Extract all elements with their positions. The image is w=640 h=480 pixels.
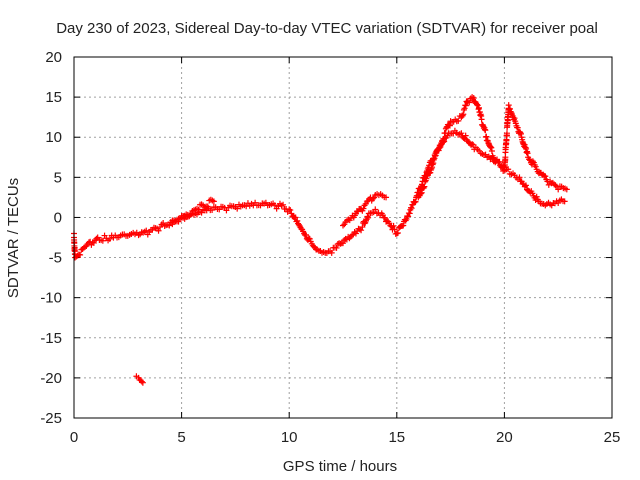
y-tick-label: 5 (54, 169, 62, 186)
chart-title: Day 230 of 2023, Sidereal Day-to-day VTE… (56, 20, 598, 37)
chart: 0 5 10 15 20 25 -25 -20 -15 -10 -5 0 5 10 15 20 Day 230… (0, 0, 640, 480)
x-tick-label: 0 (70, 429, 78, 446)
x-tick-label: 15 (388, 429, 405, 446)
y-tick-label: -15 (40, 330, 62, 347)
y-tick-label: 0 (54, 209, 62, 226)
y-axis-label: SDTVAR / TECUs (5, 178, 22, 298)
y-tick-label: -20 (40, 370, 62, 387)
y-tick-label: -25 (40, 410, 62, 427)
x-tick-label: 10 (281, 429, 298, 446)
y-tick-label: -5 (49, 250, 62, 267)
x-tick-label: 5 (177, 429, 185, 446)
x-tick-label: 25 (604, 429, 621, 446)
x-axis-label: GPS time / hours (283, 458, 397, 475)
x-tick-label: 20 (496, 429, 513, 446)
y-tick-label: 15 (45, 89, 62, 106)
y-tick-label: -10 (40, 290, 62, 307)
y-tick-label: 10 (45, 129, 62, 146)
y-tick-label: 20 (45, 49, 62, 66)
